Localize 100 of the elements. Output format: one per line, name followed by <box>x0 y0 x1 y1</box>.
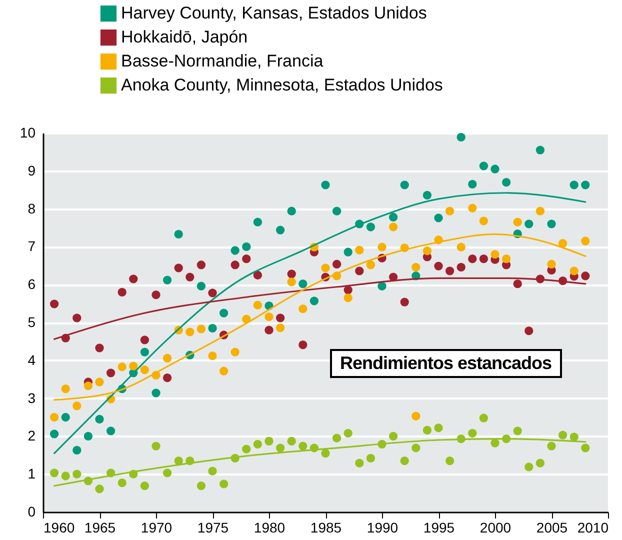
x-tick-label: 1960 <box>44 520 75 536</box>
point <box>186 272 194 282</box>
point <box>95 344 104 352</box>
point <box>445 206 454 216</box>
x-tick-label: 1990 <box>366 520 398 536</box>
point <box>287 278 296 286</box>
point <box>490 164 500 174</box>
point <box>287 270 296 278</box>
point <box>287 436 296 446</box>
point <box>456 262 466 272</box>
point <box>298 442 308 450</box>
y-tick-label: 5 <box>28 314 36 330</box>
x-tick-label: 2010 <box>577 520 609 536</box>
point <box>61 384 70 394</box>
point <box>298 340 308 350</box>
point <box>84 432 93 441</box>
point <box>253 300 262 310</box>
point <box>140 336 150 344</box>
point <box>479 216 488 226</box>
point <box>129 362 138 370</box>
point <box>400 456 409 466</box>
point <box>479 414 488 422</box>
point <box>581 272 590 280</box>
point <box>152 388 160 398</box>
point <box>84 381 93 390</box>
point <box>95 484 104 494</box>
point <box>513 218 522 226</box>
point <box>490 250 500 259</box>
point <box>479 254 488 264</box>
point <box>344 294 352 302</box>
point <box>321 448 330 458</box>
x-tick-label: 2005 <box>536 520 568 536</box>
point <box>378 242 386 252</box>
point <box>422 246 432 256</box>
point <box>95 378 104 386</box>
x-tick-label: 1975 <box>197 520 229 536</box>
point <box>434 424 443 432</box>
point <box>72 470 82 478</box>
point <box>219 308 228 318</box>
point <box>581 444 590 452</box>
point <box>118 288 126 296</box>
point <box>230 246 240 255</box>
point <box>321 264 330 272</box>
point <box>524 326 534 336</box>
point <box>412 262 420 272</box>
point <box>513 280 522 288</box>
point <box>152 442 160 450</box>
point <box>276 226 285 234</box>
point <box>196 482 206 490</box>
point <box>310 296 319 306</box>
point <box>490 438 500 448</box>
point <box>388 222 398 232</box>
point <box>196 260 206 270</box>
point <box>547 260 556 268</box>
point <box>366 260 376 270</box>
point <box>208 288 217 298</box>
x-tick-label: 2000 <box>480 520 512 536</box>
point <box>140 482 150 490</box>
point <box>412 444 420 452</box>
legend-label: Hokkaidō, Japón <box>121 28 248 46</box>
point <box>468 428 477 438</box>
point <box>298 280 308 288</box>
point <box>72 446 82 455</box>
point <box>388 212 398 222</box>
point <box>287 206 296 216</box>
point <box>129 274 138 284</box>
line-series <box>54 192 586 454</box>
point <box>400 180 409 190</box>
point <box>468 180 477 188</box>
point <box>208 324 217 333</box>
y-tick-label: 6 <box>28 276 36 292</box>
point <box>50 430 59 438</box>
point <box>344 286 352 294</box>
point <box>355 458 364 468</box>
point <box>502 178 511 187</box>
point <box>242 444 251 454</box>
point <box>106 368 116 378</box>
point <box>456 132 466 142</box>
point <box>422 426 432 434</box>
y-tick-label: 8 <box>28 200 36 216</box>
annotation: Rendimientos estancados <box>330 349 562 378</box>
point <box>321 180 330 190</box>
legend-label: Basse-Normandie, Francia <box>121 52 324 70</box>
point <box>298 304 308 314</box>
point <box>50 412 59 422</box>
point <box>468 254 477 264</box>
point <box>276 314 285 322</box>
point <box>547 442 556 450</box>
point <box>196 324 206 334</box>
point <box>536 146 545 154</box>
point <box>264 326 274 334</box>
point <box>174 264 183 272</box>
legend-label: Harvey County, Kansas, Estados Unidos <box>121 4 427 22</box>
point <box>366 222 376 232</box>
point <box>72 402 82 410</box>
point <box>242 254 251 264</box>
x-tick-label: 1995 <box>423 520 455 536</box>
x-tick-label: 1970 <box>140 520 172 536</box>
point <box>264 312 274 322</box>
point <box>253 270 262 280</box>
